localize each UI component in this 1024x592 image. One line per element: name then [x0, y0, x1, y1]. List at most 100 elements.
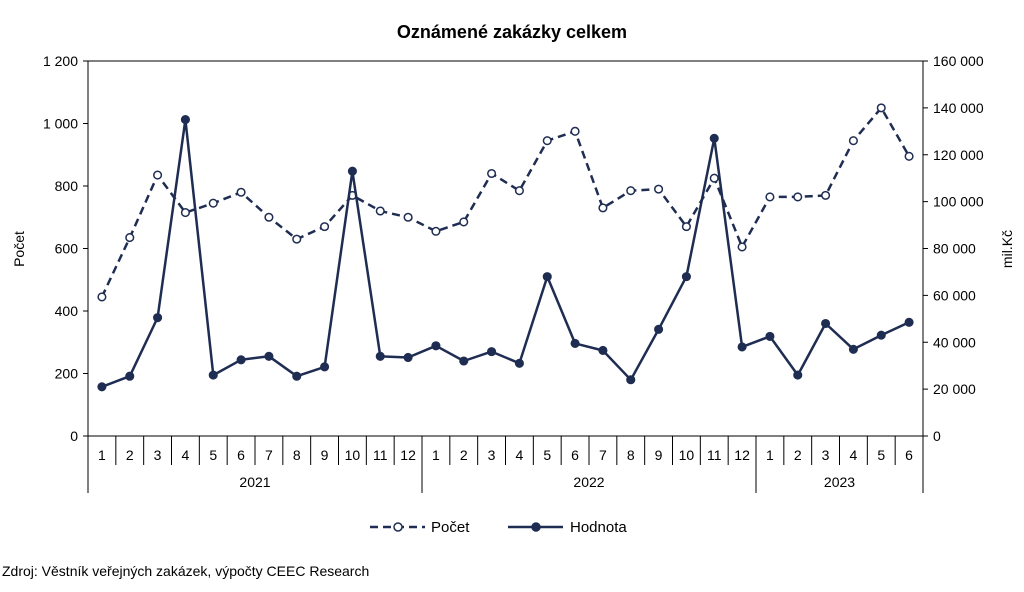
- data-point: [375, 206, 385, 216]
- data-point: [709, 133, 719, 143]
- month-label: 6: [571, 447, 579, 463]
- left-axis-title: Počet: [11, 231, 27, 267]
- data-point: [626, 375, 636, 385]
- month-label: 11: [373, 447, 388, 463]
- month-label: 5: [543, 447, 551, 463]
- data-point: [514, 186, 524, 196]
- right-tick-label: 40 000: [933, 334, 976, 350]
- data-point: [542, 136, 552, 146]
- right-tick-label: 100 000: [933, 194, 984, 210]
- month-label: 9: [321, 447, 329, 463]
- chart-canvas: Oznámené zakázky celkem Počet mil.Kč 0 20…: [11, 22, 1015, 536]
- data-point: [459, 356, 469, 366]
- month-label: 6: [905, 447, 913, 463]
- data-point: [737, 242, 747, 252]
- month-label: 5: [209, 447, 217, 463]
- right-tick-label: 120 000: [933, 147, 984, 163]
- month-label: 3: [822, 447, 830, 463]
- data-point: [264, 212, 274, 222]
- data-point: [125, 371, 135, 381]
- month-label: 4: [850, 447, 858, 463]
- data-point: [765, 192, 775, 202]
- month-label: 7: [265, 447, 273, 463]
- data-point: [570, 338, 580, 348]
- data-point: [97, 382, 107, 392]
- data-point: [208, 370, 218, 380]
- data-point: [821, 190, 831, 200]
- series-line: [100, 106, 911, 298]
- data-point: [654, 324, 664, 334]
- data-point: [709, 173, 719, 183]
- data-point: [403, 212, 413, 222]
- data-point: [514, 358, 524, 368]
- right-tick-label: 60 000: [933, 287, 976, 303]
- month-label: 11: [707, 447, 722, 463]
- data-point: [375, 351, 385, 361]
- series-pocet: [97, 103, 914, 302]
- data-point: [292, 371, 302, 381]
- data-point: [208, 198, 218, 208]
- data-point: [487, 347, 497, 357]
- month-label: 2: [460, 447, 468, 463]
- left-tick-label: 200: [55, 366, 79, 382]
- right-axis-title: mil.Kč: [999, 230, 1015, 268]
- data-point: [236, 355, 246, 365]
- data-point: [737, 342, 747, 352]
- month-label: 9: [655, 447, 663, 463]
- legend-pocet-label: Počet: [431, 519, 470, 536]
- left-axis-ticks: 0 200 400 600 800 1 000 1 200: [43, 53, 88, 444]
- data-point: [153, 313, 163, 323]
- data-point: [904, 317, 914, 327]
- data-point: [347, 166, 357, 176]
- data-point: [848, 344, 858, 354]
- year-label: 2022: [573, 474, 604, 490]
- data-point: [487, 168, 497, 179]
- year-label: 2023: [824, 474, 855, 490]
- year-label: 2021: [239, 474, 270, 490]
- x-axis: 1 2 3 4 5 6 7 8 9 10 11 12 1 2 3 4 5 6 7 8 9 10 11 12 1 2 3 4 5 62021…: [87, 436, 924, 493]
- data-point: [153, 170, 163, 180]
- left-tick-label: 600: [55, 241, 79, 257]
- chart-title: Oznámené zakázky celkem: [397, 22, 627, 42]
- month-label: 1: [432, 447, 440, 463]
- data-point: [125, 233, 135, 243]
- legend-pocet-marker: [393, 522, 403, 532]
- month-label: 10: [679, 447, 695, 463]
- right-tick-label: 80 000: [933, 241, 976, 257]
- month-label: 8: [293, 447, 301, 463]
- data-point: [765, 331, 775, 341]
- data-point: [180, 208, 190, 218]
- left-tick-label: 800: [55, 178, 79, 194]
- legend: Počet Hodnota: [370, 519, 627, 536]
- right-tick-label: 0: [933, 428, 941, 444]
- data-point: [681, 222, 691, 232]
- data-point: [654, 184, 664, 194]
- data-point: [264, 351, 274, 361]
- series-hodnota: [97, 115, 914, 392]
- legend-hodnota-marker: [531, 522, 541, 532]
- data-point: [403, 352, 413, 363]
- data-point: [876, 103, 886, 113]
- data-point: [904, 151, 914, 161]
- data-point: [793, 370, 803, 380]
- data-point: [542, 272, 552, 282]
- month-label: 2: [794, 447, 802, 463]
- month-label: 7: [599, 447, 607, 463]
- data-point: [821, 318, 831, 329]
- month-label: 1: [98, 447, 106, 463]
- data-point: [236, 187, 246, 197]
- data-point: [320, 362, 330, 372]
- month-label: 3: [154, 447, 162, 463]
- month-label: 3: [488, 447, 496, 463]
- month-label: 1: [766, 447, 774, 463]
- data-point: [292, 234, 302, 244]
- data-point: [598, 345, 608, 356]
- data-point: [793, 192, 803, 202]
- month-label: 4: [516, 447, 524, 463]
- month-label: 6: [237, 447, 245, 463]
- data-point: [431, 226, 441, 236]
- data-point: [681, 272, 691, 282]
- series-line: [101, 118, 910, 388]
- month-label: 10: [345, 447, 361, 463]
- right-tick-label: 140 000: [933, 100, 984, 116]
